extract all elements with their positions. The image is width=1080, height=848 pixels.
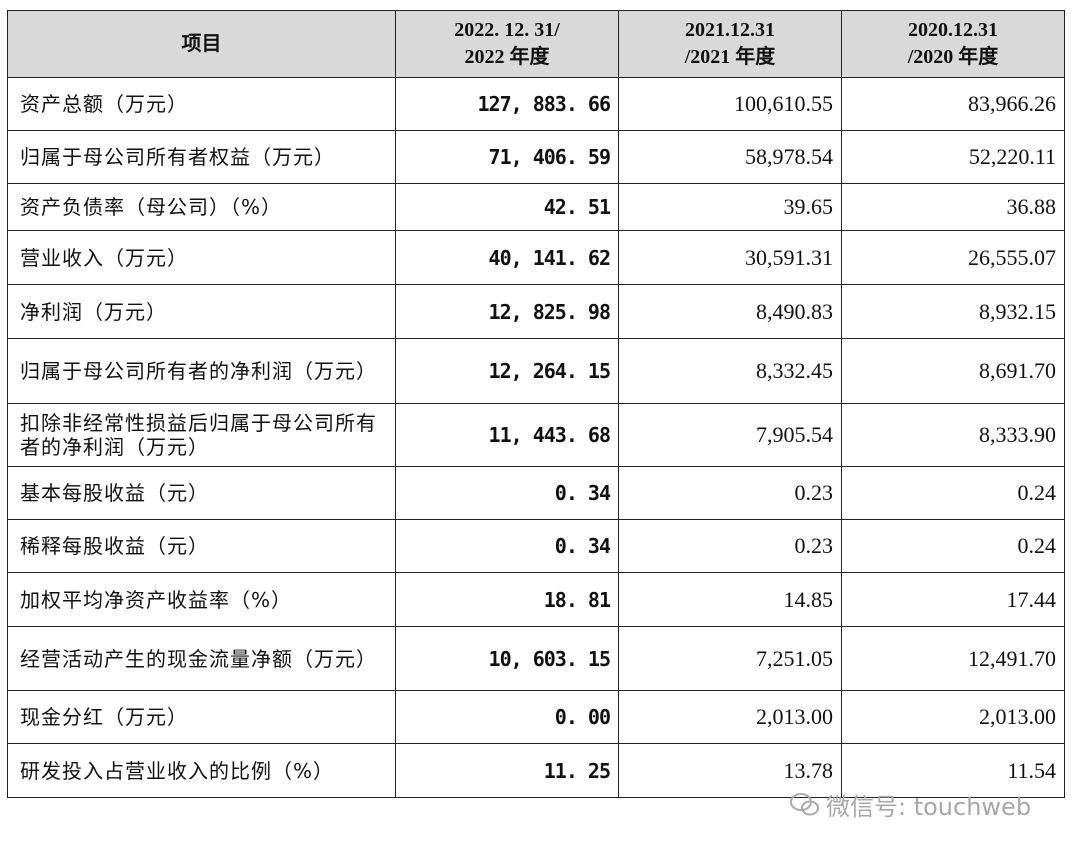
row-label: 营业收入（万元） [7,230,396,285]
value-cell: 17.44 [841,572,1065,627]
table-row: 归属于母公司所有者的净利润（万元） 12, 264. 15 8,332.45 8,69… [7,338,1065,404]
table-row: 基本每股收益（元） 0. 34 0.23 0.24 [7,466,1065,520]
table-row: 资产负债率（母公司）（%） 42. 51 39.65 36.88 [7,183,1065,231]
header-line: 项目 [181,32,222,55]
value-cell: 8,691.70 [841,338,1065,404]
table-row: 稀释每股收益（元） 0. 34 0.23 0.24 [7,519,1065,573]
value-cell: 58,978.54 [618,130,842,184]
value-cell: 2,013.00 [618,690,842,744]
value-cell: 13.78 [618,743,842,798]
table-row: 净利润（万元） 12, 825. 98 8,490.83 8,932.15 [7,284,1065,339]
value-cell: 7,251.05 [618,626,842,691]
value-cell: 11.54 [841,743,1065,798]
table-row: 资产总额（万元） 127, 883. 66 100,610.55 83,966.26 [7,77,1065,131]
table-row: 归属于母公司所有者权益（万元） 71, 406. 59 58,978.54 52,22… [7,130,1065,184]
value-cell: 71, 406. 59 [395,130,619,184]
row-label: 加权平均净资产收益率（%） [7,572,396,627]
value-cell: 14.85 [618,572,842,627]
row-label: 净利润（万元） [7,284,396,339]
table-row: 研发投入占营业收入的比例（%） 11. 25 13.78 11.54 [7,743,1065,798]
header-cell: 2021.12.31/2021 年度 [618,10,842,78]
value-cell: 127, 883. 66 [395,77,619,131]
value-cell: 11. 25 [395,743,619,798]
table-row: 现金分红（万元） 0. 00 2,013.00 2,013.00 [7,690,1065,744]
value-cell: 39.65 [618,183,842,231]
value-cell: 8,932.15 [841,284,1065,339]
header-cell: 项目 [7,10,396,78]
value-cell: 12,491.70 [841,626,1065,691]
value-cell: 42. 51 [395,183,619,231]
table-row: 营业收入（万元） 40, 141. 62 30,591.31 26,555.07 [7,230,1065,285]
value-cell: 0.23 [618,466,842,520]
table-row: 加权平均净资产收益率（%） 18. 81 14.85 17.44 [7,572,1065,627]
row-label: 稀释每股收益（元） [7,519,396,573]
value-cell: 0. 34 [395,519,619,573]
value-cell: 11, 443. 68 [395,403,619,467]
value-cell: 10, 603. 15 [395,626,619,691]
row-label: 资产总额（万元） [7,77,396,131]
row-label: 现金分红（万元） [7,690,396,744]
value-cell: 12, 264. 15 [395,338,619,404]
header-cell: 2020.12.31/2020 年度 [841,10,1065,78]
value-cell: 8,490.83 [618,284,842,339]
row-label: 归属于母公司所有者权益（万元） [7,130,396,184]
row-label: 基本每股收益（元） [7,466,396,520]
value-cell: 36.88 [841,183,1065,231]
header-line: /2021 年度 [684,46,776,68]
value-cell: 12, 825. 98 [395,284,619,339]
row-label: 研发投入占营业收入的比例（%） [7,743,396,798]
wechat-icon [790,792,819,815]
row-label: 扣除非经常性损益后归属于母公司所有者的净利润（万元） [7,403,396,467]
row-label: 资产负债率（母公司）（%） [7,183,396,231]
watermark: 微信号: touchweb [790,787,1031,822]
table-body: 资产总额（万元） 127, 883. 66 100,610.55 83,966.26 归… [7,77,1065,798]
header-row: 项目 2022. 12. 31/2022 年度 2021.12.31/2021 年度… [7,10,1065,78]
header-line: /2020 年度 [907,46,999,68]
value-cell: 0.24 [841,519,1065,573]
value-cell: 8,333.90 [841,403,1065,467]
row-label: 归属于母公司所有者的净利润（万元） [7,338,396,404]
value-cell: 52,220.11 [841,130,1065,184]
value-cell: 30,591.31 [618,230,842,285]
header-line: 2022. 12. 31/ [454,19,560,41]
value-cell: 0. 34 [395,466,619,520]
data-table: 项目 2022. 12. 31/2022 年度 2021.12.31/2021 年度… [7,10,1065,798]
table-row: 经营活动产生的现金流量净额（万元） 10, 603. 15 7,251.05 12,4… [7,626,1065,691]
value-cell: 26,555.07 [841,230,1065,285]
header-cell: 2022. 12. 31/2022 年度 [395,10,619,78]
value-cell: 40, 141. 62 [395,230,619,285]
value-cell: 8,332.45 [618,338,842,404]
value-cell: 18. 81 [395,572,619,627]
value-cell: 2,013.00 [841,690,1065,744]
watermark-text: 微信号: touchweb [826,793,1032,821]
value-cell: 83,966.26 [841,77,1065,131]
row-label: 经营活动产生的现金流量净额（万元） [7,626,396,691]
value-cell: 0.23 [618,519,842,573]
header-line: 2022 年度 [464,46,550,68]
value-cell: 7,905.54 [618,403,842,467]
value-cell: 100,610.55 [618,77,842,131]
value-cell: 0.24 [841,466,1065,520]
table-row: 扣除非经常性损益后归属于母公司所有者的净利润（万元） 11, 443. 68 7,9… [7,403,1065,467]
header-line: 2020.12.31 [908,19,998,41]
value-cell: 0. 00 [395,690,619,744]
header-line: 2021.12.31 [685,19,775,41]
